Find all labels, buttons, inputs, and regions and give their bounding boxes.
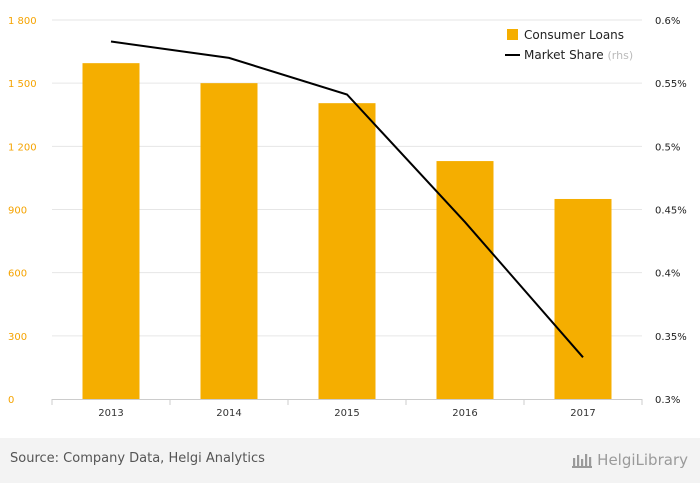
legend-label-market-share: Market Share (rhs): [524, 48, 633, 62]
market-share-line: [110, 40, 584, 358]
y-left-tick-label: 1 200: [8, 142, 37, 153]
x-tick-label: 2015: [334, 408, 359, 419]
source-note: Source: Company Data, Helgi Analytics: [10, 451, 265, 466]
x-tick-label: 2014: [216, 408, 241, 419]
bar-consumer-loans: [436, 161, 494, 399]
y-axis-left: 0 300 600 900 1 200 1 500 1 800: [8, 16, 37, 406]
bar-consumer-loans: [318, 103, 376, 400]
x-tick-label: 2017: [570, 408, 595, 419]
y-left-tick-label: 300: [8, 332, 27, 343]
y-right-tick-label: 0.5%: [655, 142, 680, 153]
market-share-line-group: [110, 40, 584, 358]
bar-consumer-loans: [200, 83, 258, 400]
legend-label-consumer-loans: Consumer Loans: [524, 28, 624, 42]
library-building-icon: [572, 454, 593, 468]
y-right-tick-label: 0.6%: [655, 16, 680, 27]
y-right-tick-label: 0.4%: [655, 269, 680, 280]
legend-rhs-note: (rhs): [608, 49, 634, 62]
y-axis-right: 0.3% 0.35% 0.4% 0.45% 0.5% 0.55% 0.6%: [655, 16, 687, 406]
x-tick-label: 2016: [452, 408, 477, 419]
y-right-tick-label: 0.3%: [655, 395, 680, 406]
helgilibrary-logo[interactable]: HelgiLibrary: [571, 449, 688, 471]
bar-consumer-loans: [554, 198, 612, 399]
y-left-tick-label: 0: [8, 395, 14, 406]
y-left-tick-label: 1 500: [8, 79, 37, 90]
y-right-tick-label: 0.35%: [655, 332, 687, 343]
y-right-tick-label: 0.45%: [655, 206, 687, 217]
bar-consumer-loans: [82, 63, 140, 400]
bars: [82, 63, 612, 400]
x-tick-label: 2013: [98, 408, 123, 419]
y-left-tick-label: 600: [8, 269, 27, 280]
y-right-tick-label: 0.55%: [655, 79, 687, 90]
y-left-tick-label: 1 800: [8, 16, 37, 27]
y-left-tick-label: 900: [8, 206, 27, 217]
x-axis: 2013 2014 2015 2016 2017: [51, 399, 643, 419]
legend-swatch-consumer-loans: [507, 29, 518, 40]
logo-text: HelgiLibrary: [597, 451, 688, 469]
legend: Consumer Loans Market Share (rhs): [505, 28, 633, 62]
footer: Source: Company Data, Helgi Analytics He…: [0, 438, 700, 483]
